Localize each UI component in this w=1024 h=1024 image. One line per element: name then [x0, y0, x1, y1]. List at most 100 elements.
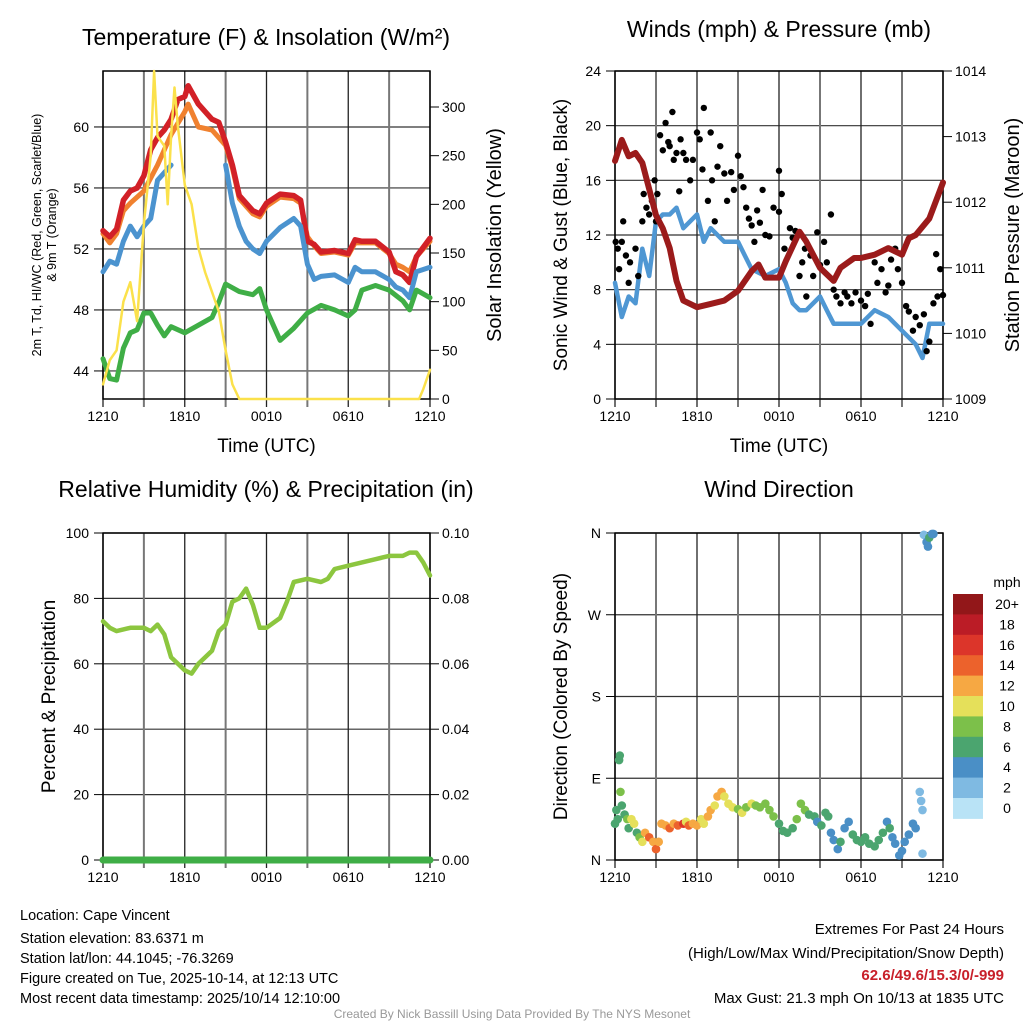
gust-point: [666, 142, 673, 150]
x-tick-label: 1210: [927, 408, 958, 424]
legend-swatch: [953, 798, 983, 819]
y-tick-label: 44: [73, 363, 89, 379]
station-info: Location: Cape Vincent Station elevation…: [20, 908, 340, 1007]
wind-direction-point: [817, 821, 826, 830]
gust-point: [682, 156, 690, 164]
y-tick-label: 24: [585, 63, 601, 79]
max-gust-text: Max Gust: 21.3 mph On 10/13 at 1835 UTC: [714, 990, 1004, 1007]
x-tick-label: 1210: [599, 869, 630, 885]
gust-point: [778, 190, 785, 198]
wind-direction-point: [617, 801, 627, 810]
wind-direction-point: [911, 823, 920, 833]
gust-point: [748, 222, 755, 229]
gust-point: [820, 238, 828, 246]
y2-tick-label: 0.10: [442, 525, 469, 541]
gust-point: [770, 204, 777, 211]
extremes-fields: (High/Low/Max Wind/Precipitation/Snow De…: [688, 945, 1004, 962]
wind-direction-point: [769, 812, 778, 821]
gust-point: [878, 265, 885, 273]
legend-label: 20+: [995, 596, 1019, 612]
plot-frame: [614, 70, 944, 400]
wind-direction-point: [929, 529, 938, 539]
gust-point: [905, 308, 913, 315]
wind-direction-point: [788, 823, 797, 833]
gust-point: [799, 259, 806, 266]
x-tick-label: 1210: [414, 408, 445, 424]
gust-point: [734, 152, 742, 159]
gust-point: [620, 218, 627, 225]
y-tick-label: E: [592, 770, 601, 786]
gust-point: [939, 291, 947, 299]
legend-swatch: [953, 675, 983, 697]
y-tick-label: 8: [593, 282, 601, 298]
wind-direction-point: [916, 796, 926, 806]
y-tick-label: 100: [66, 525, 90, 541]
legend-label: 14: [999, 657, 1015, 673]
y2-tick-label: 0.06: [442, 656, 469, 672]
x-tick-label: 1810: [169, 408, 200, 424]
wind-direction-point: [870, 842, 879, 851]
x-axis-label: Time (UTC): [730, 436, 829, 457]
gust-point: [833, 293, 840, 300]
gust-point: [912, 313, 919, 321]
legend-label: 18: [999, 616, 1015, 632]
legend-swatch: [953, 777, 983, 799]
y2-tick-label: 1013: [955, 129, 986, 145]
gust-point: [775, 208, 783, 215]
chart-title: Temperature (F) & Insolation (W/m²): [82, 24, 450, 50]
gust-point: [699, 166, 706, 173]
gust-point: [909, 327, 917, 334]
recent-timestamp-text: Most recent data timestamp: 2025/10/14 1…: [20, 991, 340, 1007]
gust-point: [614, 245, 621, 252]
y-tick-label: 20: [585, 118, 601, 134]
legend-swatch: [953, 696, 983, 717]
gust-point: [635, 272, 642, 280]
wind-direction-point: [885, 823, 894, 833]
wind-direction-point: [613, 814, 623, 824]
y2-tick-label: 1012: [955, 194, 986, 210]
gust-point: [740, 183, 747, 191]
gust-point: [743, 204, 750, 211]
legend-swatch: [953, 757, 983, 779]
x-tick-label: 0010: [251, 408, 282, 424]
x-tick-label: 0610: [333, 869, 364, 885]
gust-point: [721, 170, 728, 177]
y-tick-label: 0: [593, 391, 601, 407]
y-tick-label: 20: [73, 787, 89, 803]
wind-direction-point: [720, 792, 729, 801]
legend-label: 8: [1003, 718, 1011, 734]
credit-text: Created By Nick Bassill Using Data Provi…: [334, 1007, 691, 1021]
x-tick-label: 0610: [845, 408, 876, 424]
td-line: [100, 281, 433, 383]
gust-point: [882, 289, 889, 296]
gust-point: [753, 207, 761, 214]
gust-point: [615, 265, 623, 273]
y2-tick-label: 200: [442, 196, 466, 212]
legend-label: 4: [1003, 759, 1011, 775]
wind-direction-point: [860, 832, 870, 842]
y-tick-label: 0: [81, 852, 89, 868]
gust-point: [751, 238, 758, 246]
gust-point: [823, 259, 831, 266]
gust-point: [696, 136, 703, 143]
gust-point: [618, 238, 626, 246]
wind-direction-point: [616, 787, 625, 797]
wind-direction-point: [890, 839, 900, 848]
y-tick-label: 56: [73, 180, 89, 196]
solar-insolation-line: [101, 69, 432, 401]
y-tick-label: 48: [73, 302, 89, 318]
y2-tick-label: 0.02: [442, 787, 469, 803]
wind-direction-point: [897, 846, 907, 856]
gust-point: [651, 177, 658, 184]
y2-tick-label: 100: [442, 294, 466, 310]
y-tick-label: 80: [73, 590, 89, 606]
y-tick-label: 12: [585, 227, 601, 243]
gust-point: [932, 250, 940, 258]
wind-direction-point: [844, 817, 853, 827]
gust-point: [714, 163, 721, 170]
relative-humidity-line: [100, 550, 433, 676]
gust-point: [827, 211, 835, 218]
wind-direction-point: [833, 844, 843, 854]
x-tick-label: 0610: [333, 408, 364, 424]
